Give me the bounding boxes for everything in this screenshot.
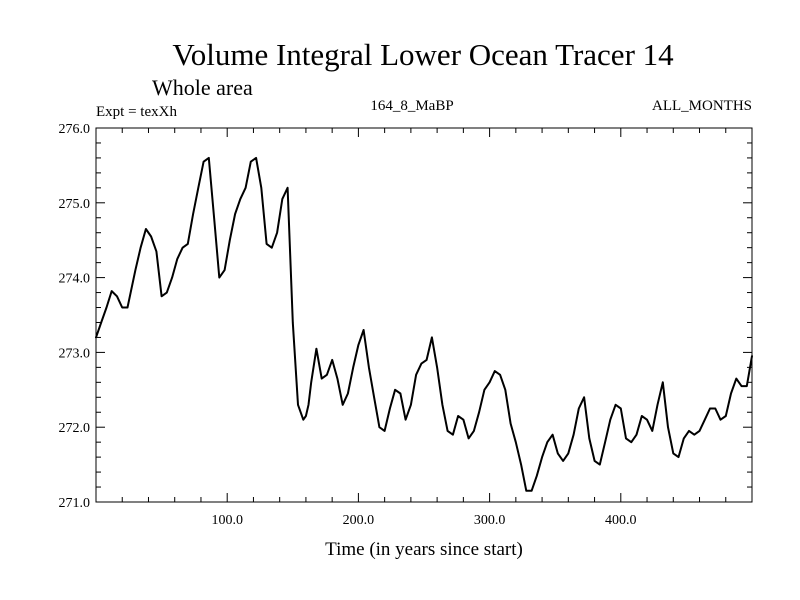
y-tick-label: 276.0 bbox=[59, 122, 91, 137]
x-axis-label: Time (in years since start) bbox=[325, 539, 523, 560]
x-tick-label: 200.0 bbox=[343, 513, 375, 528]
chart-subtitle: Whole area bbox=[152, 75, 253, 100]
period-label: 164_8_MaBP bbox=[370, 98, 453, 114]
y-tick-label: 274.0 bbox=[59, 272, 91, 287]
series-line bbox=[95, 156, 753, 492]
x-tick-label: 100.0 bbox=[211, 513, 243, 528]
y-axis: 271.0 272.0 273.0 274.0 275.0 276.0 bbox=[59, 122, 752, 511]
x-tick-label: 400.0 bbox=[605, 513, 637, 528]
y-tick-label: 271.0 bbox=[59, 496, 91, 511]
x-axis: 100.0 200.0 300.0 400.0 bbox=[121, 128, 727, 528]
plot-frame bbox=[95, 127, 753, 503]
y-tick-label: 275.0 bbox=[59, 197, 91, 212]
chart-title: Volume Integral Lower Ocean Tracer 14 bbox=[172, 37, 674, 72]
y-tick-label: 273.0 bbox=[59, 346, 91, 361]
y-tick-label: 272.0 bbox=[59, 421, 91, 436]
x-tick-label: 300.0 bbox=[474, 513, 506, 528]
months-label: ALL_MONTHS bbox=[652, 98, 752, 114]
series-group bbox=[95, 156, 753, 492]
experiment-label: Expt = texXh bbox=[96, 104, 177, 120]
